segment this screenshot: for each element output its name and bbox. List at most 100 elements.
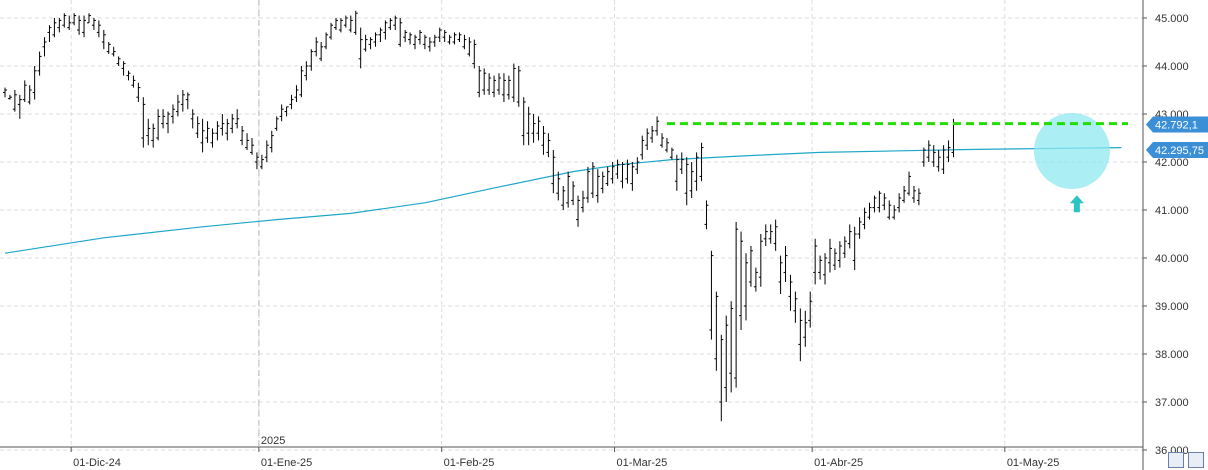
ohlc-bar [175,94,180,117]
ohlc-bar [763,224,768,246]
x-tick-label: 01-Mar-25 [617,457,668,469]
ohlc-bar [348,15,353,33]
ohlc-bar [521,97,526,146]
y-tick-label: 41.000 [1155,205,1189,217]
ohlc-bar [526,106,531,146]
ohlc-bar [427,37,432,52]
ohlc-bar [17,94,22,119]
ohlc-bar [556,171,561,201]
year-label: 2025 [261,435,285,447]
ohlc-bar [294,85,299,102]
ohlc-bar [245,133,250,150]
ohlc-bar [719,334,724,422]
ohlc-bar [546,133,551,158]
ohlc-bar [566,171,571,208]
y-tick-label: 44.000 [1155,61,1189,73]
ohlc-bar [363,34,368,52]
ohlc-bar [694,152,699,191]
ohlc-bar [250,138,254,155]
ohlc-bar [857,217,862,239]
ohlc-bar [378,27,383,42]
save-icon[interactable] [1188,452,1204,468]
ohlc-bar [383,20,388,40]
ohlc-bar [225,118,230,141]
ohlc-bar [403,30,408,42]
ohlc-bar [467,37,472,57]
ohlc-bar [264,140,269,162]
ohlc-bar [106,42,111,54]
moving-average-layer [4,147,1122,254]
ohlc-bar [620,162,625,189]
ohlc-bar [452,32,457,45]
ohlc-bar [645,128,650,150]
ohlc-bar [907,171,912,196]
ohlc-bar [655,116,660,136]
ohlc-bar [408,32,413,45]
ohlc-bar [832,248,837,270]
ohlc-bar [887,200,892,220]
ohlc-bar [497,73,501,95]
ohlc-bar [121,61,126,76]
ohlc-bar [343,15,348,28]
ohlc-bar [827,238,832,273]
ohlc-bar [200,118,205,153]
ohlc-bar [22,80,27,102]
ohlc-bar [101,30,106,50]
ohlc-bar [215,121,220,141]
ohlc-bar [615,159,620,179]
last-price-label: 42.792,1 [1146,116,1208,133]
ohlc-bar [116,56,121,66]
ohlc-bar [541,126,546,155]
ohlc-bar [625,159,630,184]
ohlc-bar [892,205,897,220]
ohlc-bar [96,20,101,38]
ohlc-bar [758,234,763,287]
ohlc-bar [220,114,225,136]
ohlc-bar [210,128,215,148]
ohlc-bar [432,34,437,47]
ohlc-bar [699,142,704,182]
ohlc-bar [77,15,82,35]
ohlc-bar [911,186,916,203]
ohlc-bar [170,104,175,124]
ohlc-bar [42,37,47,57]
ohlc-bar [146,118,151,146]
ohlc-bar [551,150,556,194]
ohlc-bar [12,90,17,112]
ohlc-bar [798,308,803,362]
ohlc-bar [679,152,684,174]
ohlc-bar [576,195,581,227]
x-tick-label: 01-Abr-25 [814,457,863,469]
ohlc-bar [946,140,951,162]
ohlc-bar [166,111,171,134]
ohlc-bar [926,140,931,162]
ohlc-bar [921,147,926,167]
ohlc-bar [531,114,536,143]
ohlc-bar [477,66,482,98]
expand-icon[interactable] [1168,452,1184,468]
ohlc-bar [842,236,847,258]
up-arrow-icon [1069,195,1084,213]
ohlc-bar [141,97,146,148]
ohlc-bar [501,73,506,102]
ohlc-bar [136,82,141,102]
ohlc-bar [778,255,783,294]
ohlc-bar [882,193,887,210]
y-tick-label: 40.000 [1155,253,1189,265]
ohlc-bar [398,18,403,47]
ohlc-bar [131,75,136,88]
ohlc-bar [902,186,907,203]
ohlc-bar [635,157,640,174]
ma-value-label-text: 42.295,75 [1155,145,1204,157]
ohlc-bar [37,51,42,76]
ohlc-bar [185,92,190,110]
ohlc-bar [916,188,921,206]
ohlc-bar [457,32,462,42]
ohlc-bar [704,200,709,230]
last-price-label-text: 42.792,1 [1155,120,1198,132]
ohlc-bar [808,291,813,328]
ohlc-bar [180,90,185,112]
ohlc-bar [3,87,7,98]
